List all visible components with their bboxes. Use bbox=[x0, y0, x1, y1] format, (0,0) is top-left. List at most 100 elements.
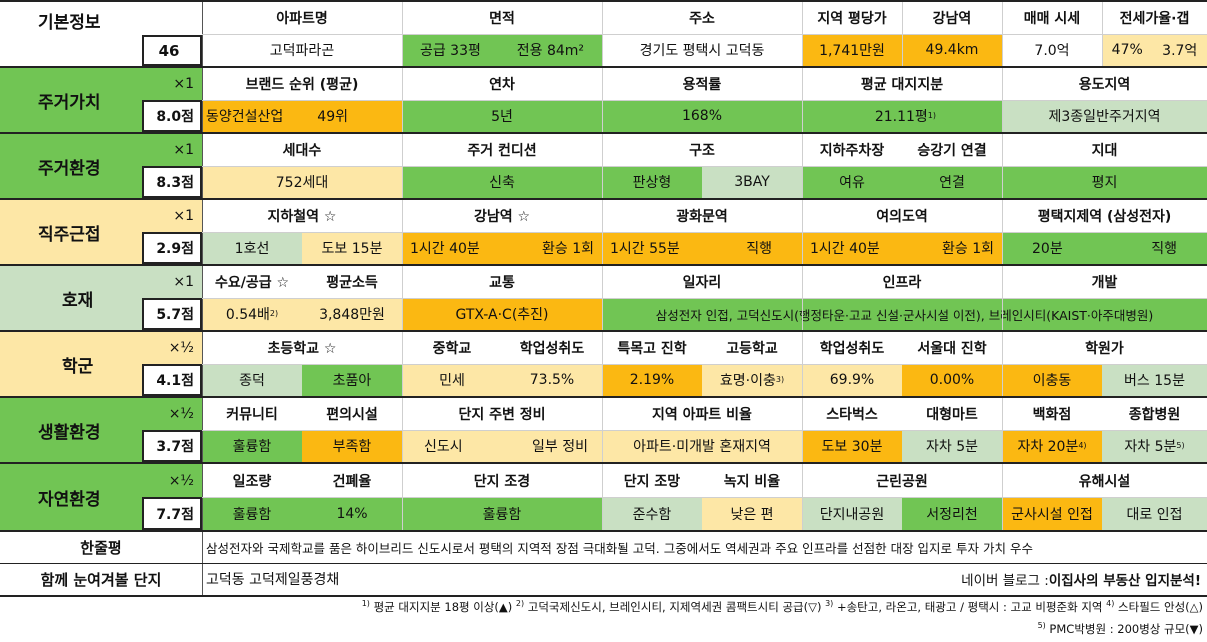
header-gangnam-station: 강남역 ☆ bbox=[473, 209, 531, 225]
footnote-5: PMC박병원 : 200병상 규모(▼) bbox=[1045, 622, 1203, 636]
brand-rank: 49위 bbox=[317, 109, 348, 125]
address: 경기도 평택시 고덕동 bbox=[639, 43, 765, 59]
convenience: 부족함 bbox=[302, 430, 402, 462]
apt-name: 고덕파라곤 bbox=[269, 43, 335, 59]
footnote-4-mark: 4) bbox=[1106, 599, 1115, 609]
middle-score: 73.5% bbox=[502, 364, 602, 396]
subway-walk: 도보 15분 bbox=[302, 232, 402, 264]
terrain: 평지 bbox=[1002, 166, 1207, 198]
starbucks: 도보 30분 bbox=[802, 430, 902, 462]
parking: 여유 bbox=[802, 166, 902, 198]
header-gangnam: 강남역 bbox=[932, 11, 972, 27]
residence-value-multiplier: ×1 bbox=[173, 76, 194, 92]
park-stream: 서정리천 bbox=[902, 497, 1002, 530]
header-middle: 중학교 bbox=[432, 341, 472, 357]
landscape: 훌륭함 bbox=[402, 497, 602, 530]
yeouido-transfer: 환승 1회 bbox=[942, 241, 994, 257]
compare-complex: 고덕동 고덕제일풍경채 bbox=[206, 572, 340, 588]
header-hazard: 유해시설 bbox=[1078, 473, 1131, 490]
header-sale-price: 매매 시세 bbox=[1023, 11, 1081, 27]
header-land-share: 평균 대지지분 bbox=[860, 77, 944, 93]
blog-name: 이집사의 부동산 입지분석! bbox=[1048, 573, 1201, 589]
header-starbucks: 스타벅스 bbox=[826, 407, 878, 423]
floor-area-ratio: 168% bbox=[602, 100, 802, 132]
header-snu: 서울대 진학 bbox=[917, 341, 987, 357]
header-mart: 대형마트 bbox=[926, 407, 978, 423]
header-subway: 지하철역 ☆ bbox=[267, 209, 337, 225]
header-hospital: 종합병원 bbox=[1128, 407, 1181, 423]
header-infra: 인프라 bbox=[882, 275, 922, 291]
footnote-4: 스타필드 안성(△) bbox=[1114, 600, 1203, 614]
living-env-score: 3.7점 bbox=[142, 430, 202, 462]
land-share-cell: 21.11평 1) bbox=[802, 100, 1002, 132]
elementary-school: 종덕 bbox=[202, 364, 302, 396]
header-supply: 수요/공급 ☆ bbox=[214, 275, 290, 291]
dept-store-cell: 자차 20분 4) bbox=[1002, 430, 1102, 462]
zoning: 제3종일반주거지역 bbox=[1002, 100, 1207, 132]
transport: GTX-A·C(추진) bbox=[402, 298, 602, 330]
summary-text: 삼성전자와 국제학교를 품은 하이브리드 신도시로서 평택의 지역적 장점 극대… bbox=[206, 541, 1033, 556]
special-high-rate: 2.19% bbox=[602, 364, 702, 396]
header-jobs: 일자리 bbox=[682, 275, 722, 291]
hazard-road: 대로 인접 bbox=[1102, 497, 1207, 530]
header-parking: 지하주차장 bbox=[819, 143, 885, 159]
supply-ratio: 0.54배 bbox=[225, 307, 270, 323]
sunlight: 훌륭함 bbox=[202, 497, 302, 530]
header-park: 근린공원 bbox=[876, 473, 928, 490]
header-special-high: 특목고 진학 bbox=[617, 341, 687, 357]
header-convenience: 편의시설 bbox=[326, 407, 378, 423]
apt-ratio: 아파트·미개발 혼재지역 bbox=[602, 430, 802, 462]
community: 훌륭함 bbox=[202, 430, 302, 462]
gangnam-transfer: 환승 1회 bbox=[542, 241, 594, 257]
condition: 신축 bbox=[402, 166, 602, 198]
gwanghwamun-commute: 1시간 55분 직행 bbox=[602, 232, 802, 264]
header-surroundings: 단지 주변 정비 bbox=[458, 407, 546, 423]
yeouido-time: 1시간 40분 bbox=[810, 241, 880, 257]
view: 준수함 bbox=[602, 497, 702, 530]
jeonse-gap: 3.7억 bbox=[1162, 43, 1198, 59]
footnote-2: 고덕국제신도시, 브레인시티, 지제역세권 콤팩트시티 공급(▽) bbox=[524, 600, 826, 614]
header-bcr: 건폐율 bbox=[332, 473, 372, 490]
subway-line: 1호선 bbox=[202, 232, 302, 264]
hospital: 자차 5분 bbox=[1124, 439, 1177, 455]
residence-env-score: 8.3점 bbox=[142, 166, 202, 198]
header-middle-score: 학업성취도 bbox=[519, 341, 585, 357]
elevator: 연결 bbox=[902, 166, 1002, 198]
commute-score: 2.9점 bbox=[142, 232, 202, 264]
header-apt-name: 아파트명 bbox=[276, 11, 328, 27]
footnote-3-mark: 3) bbox=[825, 599, 834, 609]
header-jije: 평택지제역 (삼성전자) bbox=[1037, 209, 1172, 225]
blog-prefix: 네이버 블로그 : bbox=[961, 573, 1049, 589]
hospital-cell: 자차 5분 5) bbox=[1102, 430, 1207, 462]
header-elementary: 초등학교 ☆ bbox=[267, 341, 337, 357]
header-green-ratio: 녹지 비율 bbox=[723, 473, 781, 490]
academy-area: 이충동 bbox=[1002, 364, 1102, 396]
header-area: 면적 bbox=[489, 11, 515, 27]
footnote-5-mark: 5) bbox=[1037, 621, 1046, 631]
header-price-per-pyeong: 지역 평당가 bbox=[817, 11, 887, 27]
header-high-score: 학업성취도 bbox=[819, 341, 885, 357]
header-zoning: 용도지역 bbox=[1078, 77, 1131, 93]
jije-commute: 20분 직행 bbox=[1002, 232, 1207, 264]
park-in-complex: 단지내공원 bbox=[802, 497, 902, 530]
building-age: 5년 bbox=[402, 100, 602, 132]
hazard-military: 군사시설 인접 bbox=[1002, 497, 1102, 530]
header-sunlight: 일조량 bbox=[232, 473, 272, 490]
footnote-1: 평균 대지지분 18평 이상(▲) bbox=[369, 600, 516, 614]
header-gwanghwamun: 광화문역 bbox=[676, 209, 728, 225]
school-score: 4.1점 bbox=[142, 364, 202, 396]
residence-value-score: 8.0점 bbox=[142, 100, 202, 132]
nature-env-score: 7.7점 bbox=[142, 497, 202, 530]
jeonse-cell: 47% 3.7억 bbox=[1102, 34, 1207, 66]
header-households: 세대수 bbox=[282, 143, 322, 159]
gangnam-commute: 1시간 40분 환승 1회 bbox=[402, 232, 602, 264]
gwanghwamun-transfer: 직행 bbox=[746, 241, 772, 257]
residence-env-multiplier: ×1 bbox=[173, 142, 194, 158]
land-share: 21.11평 bbox=[874, 109, 928, 125]
living-env-multiplier: ×½ bbox=[168, 406, 194, 422]
surroundings-cell: 신도시 일부 정비 bbox=[402, 430, 602, 462]
header-devplan: 개발 bbox=[1091, 275, 1118, 291]
entry-number: 46 bbox=[142, 35, 202, 66]
header-apt-ratio: 지역 아파트 비율 bbox=[652, 407, 752, 423]
